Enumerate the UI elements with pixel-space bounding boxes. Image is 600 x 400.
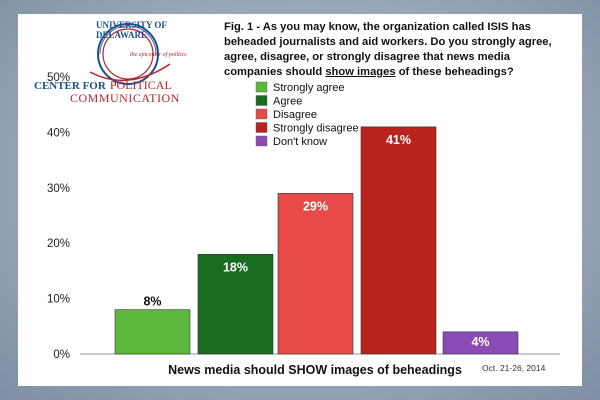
figure-title-part1: Fig. 1 - As you may know, the organizati… xyxy=(224,21,552,78)
legend-swatch xyxy=(255,122,268,133)
x-axis-label: News media should SHOW images of beheadi… xyxy=(168,363,462,377)
logo-political: POLITICAL xyxy=(109,78,172,92)
legend-swatch xyxy=(255,135,268,147)
logo-center-for: CENTER FOR POLITICAL xyxy=(34,78,172,93)
bar-value-label: 41% xyxy=(386,133,411,147)
y-tick-label: 20% xyxy=(47,238,70,250)
figure-title-underlined: show images xyxy=(325,66,396,78)
bar-value-label: 4% xyxy=(471,335,489,349)
university-seal-logo xyxy=(89,23,171,85)
figure-title-part2: of these beheadings? xyxy=(395,66,514,78)
bar-2 xyxy=(197,253,274,355)
logo-communication: COMMUNICATION xyxy=(70,91,180,105)
y-tick-label: 0% xyxy=(53,349,70,361)
legend-swatch xyxy=(255,108,268,120)
legend-label: Disagree xyxy=(273,109,317,121)
survey-date: Oct. 21-26, 2014 xyxy=(482,363,546,373)
y-tick-label: 50% xyxy=(47,72,70,84)
y-tick-label: 40% xyxy=(47,127,70,139)
logo-university-name: UNIVERSITY OF DELAWARE xyxy=(96,20,167,40)
legend-label: Agree xyxy=(273,96,302,108)
bar-1 xyxy=(114,309,191,355)
bar-3 xyxy=(277,193,354,355)
legend-label: Don't know xyxy=(273,136,327,148)
legend-label: Strongly disagree xyxy=(273,123,359,135)
legend-label: Strongly agree xyxy=(273,82,345,94)
bar-5 xyxy=(442,331,519,355)
y-tick-label: 10% xyxy=(47,294,70,306)
logo-center-for-label: CENTER FOR xyxy=(34,80,106,92)
bar-value-label: 18% xyxy=(223,260,248,274)
y-tick-label: 30% xyxy=(47,183,70,195)
figure-title: Fig. 1 - As you may know, the organizati… xyxy=(224,20,564,80)
legend-swatch xyxy=(255,81,268,93)
legend-swatch xyxy=(255,95,268,106)
logo-tagline: the epicenter of politics xyxy=(130,52,187,58)
bar-value-label: 8% xyxy=(143,295,161,309)
bar-4 xyxy=(360,126,437,355)
bar-value-label: 29% xyxy=(303,199,328,213)
